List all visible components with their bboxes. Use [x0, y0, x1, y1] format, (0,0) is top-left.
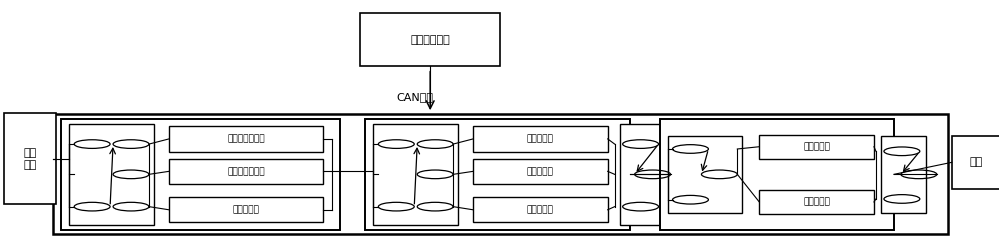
- Bar: [660, 119, 894, 230]
- Bar: [169, 197, 323, 222]
- Text: 第二放大器: 第二放大器: [803, 198, 830, 207]
- Bar: [668, 136, 742, 213]
- Text: 第一高通滤波器: 第一高通滤波器: [227, 134, 265, 143]
- Bar: [53, 114, 948, 234]
- Text: 第二陡波器: 第二陡波器: [527, 167, 554, 176]
- Bar: [360, 13, 500, 66]
- Bar: [4, 113, 56, 204]
- Text: 第三陡波器: 第三陡波器: [527, 205, 554, 214]
- Text: 第一放大器: 第一放大器: [803, 142, 830, 151]
- Bar: [373, 124, 458, 225]
- Bar: [759, 135, 874, 159]
- Bar: [473, 159, 608, 184]
- Bar: [620, 124, 684, 225]
- Bar: [473, 197, 608, 222]
- Text: 被检
信号: 被检 信号: [24, 148, 37, 170]
- Bar: [365, 119, 630, 230]
- Bar: [169, 126, 323, 152]
- Bar: [952, 136, 1000, 189]
- Bar: [881, 136, 926, 213]
- Text: CAN总线: CAN总线: [397, 93, 434, 103]
- Bar: [473, 126, 608, 152]
- Text: 低通滤波器: 低通滤波器: [233, 205, 260, 214]
- Bar: [169, 159, 323, 184]
- Text: 第二高通滤波器: 第二高通滤波器: [227, 167, 265, 176]
- Text: 终端: 终端: [969, 157, 982, 167]
- Bar: [759, 190, 874, 214]
- Bar: [69, 124, 154, 225]
- Text: 嵌入式处理器: 嵌入式处理器: [410, 35, 450, 45]
- Bar: [61, 119, 340, 230]
- Text: 第一陡波器: 第一陡波器: [527, 134, 554, 143]
